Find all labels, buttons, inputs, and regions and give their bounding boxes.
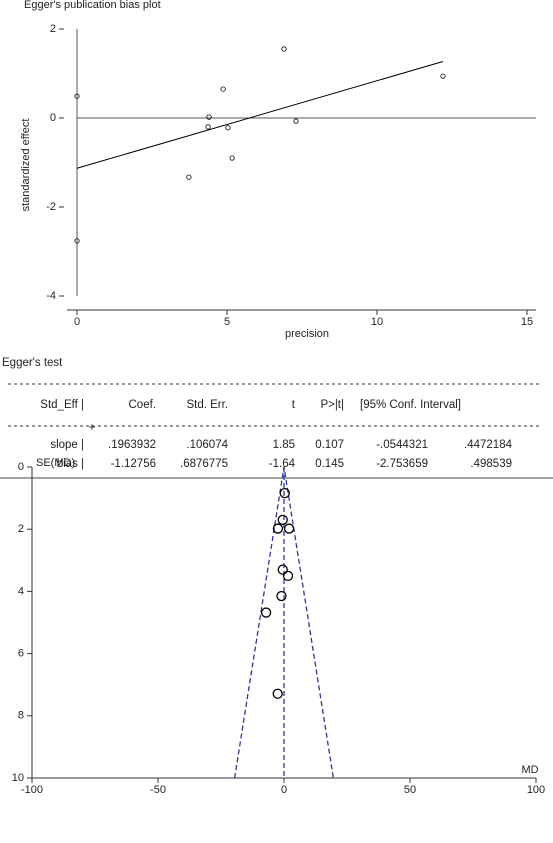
point	[225, 125, 231, 131]
x-tick-label: 10	[371, 316, 383, 328]
point	[205, 124, 211, 130]
table-header: Std_Eff |	[40, 399, 84, 411]
table-cell: 0.145	[315, 458, 344, 470]
y-tick-label: 2	[18, 523, 24, 535]
table-body: slope | .1963932 .106074 1.85 0.107 -.0544321…	[50, 439, 512, 470]
point	[440, 73, 446, 79]
point	[186, 174, 192, 180]
point	[74, 93, 80, 99]
table-cell: .6876775	[180, 458, 228, 470]
table-cell: 1.85	[273, 439, 295, 451]
table-rule-cross: +	[89, 422, 96, 434]
table-header: t	[292, 399, 296, 411]
point	[220, 86, 226, 92]
table-header: Coef.	[129, 399, 157, 411]
point	[283, 523, 295, 534]
y-tick-label: -4	[46, 290, 56, 302]
point	[293, 118, 299, 124]
point	[282, 570, 294, 581]
point	[229, 155, 235, 161]
x-axis-label: MD	[521, 764, 538, 776]
table-cell: -1.12756	[111, 458, 156, 470]
y-axis-label: standardized effect	[20, 119, 32, 212]
table-header: P>|t|	[320, 399, 344, 411]
point	[281, 46, 287, 52]
table-cell: -2.753659	[376, 458, 428, 470]
x-tick-label: -50	[150, 784, 166, 796]
table-cell: .4472184	[464, 439, 513, 451]
table-cell: .1963932	[108, 439, 156, 451]
x-tick-label: 0	[281, 784, 287, 796]
y-tick-label: 8	[18, 710, 24, 722]
x-axis-label: precision	[285, 328, 329, 340]
table-header: [95% Conf. Interval]	[360, 399, 461, 411]
point	[279, 487, 290, 499]
table-cell: -1.64	[269, 458, 296, 470]
y-tick-label: 2	[50, 23, 56, 35]
y-tick-label: 4	[18, 585, 24, 597]
y-tick-label: -2	[46, 201, 56, 213]
table-cell: 0.107	[315, 439, 344, 451]
point	[206, 114, 212, 120]
fit-line	[76, 61, 444, 169]
x-tick-label: 100	[527, 784, 545, 796]
point	[272, 523, 284, 534]
point	[272, 688, 283, 699]
table-cell: .106074	[186, 439, 228, 451]
y-tick-label: 0	[18, 461, 24, 473]
point	[260, 607, 272, 618]
x-tick-label: 50	[404, 784, 416, 796]
table-cell: .498539	[470, 458, 512, 470]
chart-title: Egger's publication bias plot	[24, 0, 161, 11]
point	[277, 514, 288, 526]
table-title: Egger's test	[2, 357, 63, 369]
y-tick-label: 10	[12, 772, 24, 784]
x-tick-label: 0	[74, 316, 80, 328]
table-cell: slope |	[50, 439, 84, 451]
point	[276, 590, 287, 602]
table-cell: -.0544321	[376, 439, 428, 451]
point	[277, 564, 288, 575]
y-tick-label: 6	[18, 648, 24, 660]
x-tick-label: -100	[21, 784, 43, 796]
y-axis-label: SE(MD)	[36, 457, 75, 469]
y-tick-label: 0	[50, 112, 56, 124]
point	[74, 238, 80, 244]
x-tick-label: 15	[521, 316, 533, 328]
table-cell: bias |	[57, 458, 84, 470]
x-tick-label: 5	[224, 316, 230, 328]
table-header: Std. Err.	[186, 399, 228, 411]
